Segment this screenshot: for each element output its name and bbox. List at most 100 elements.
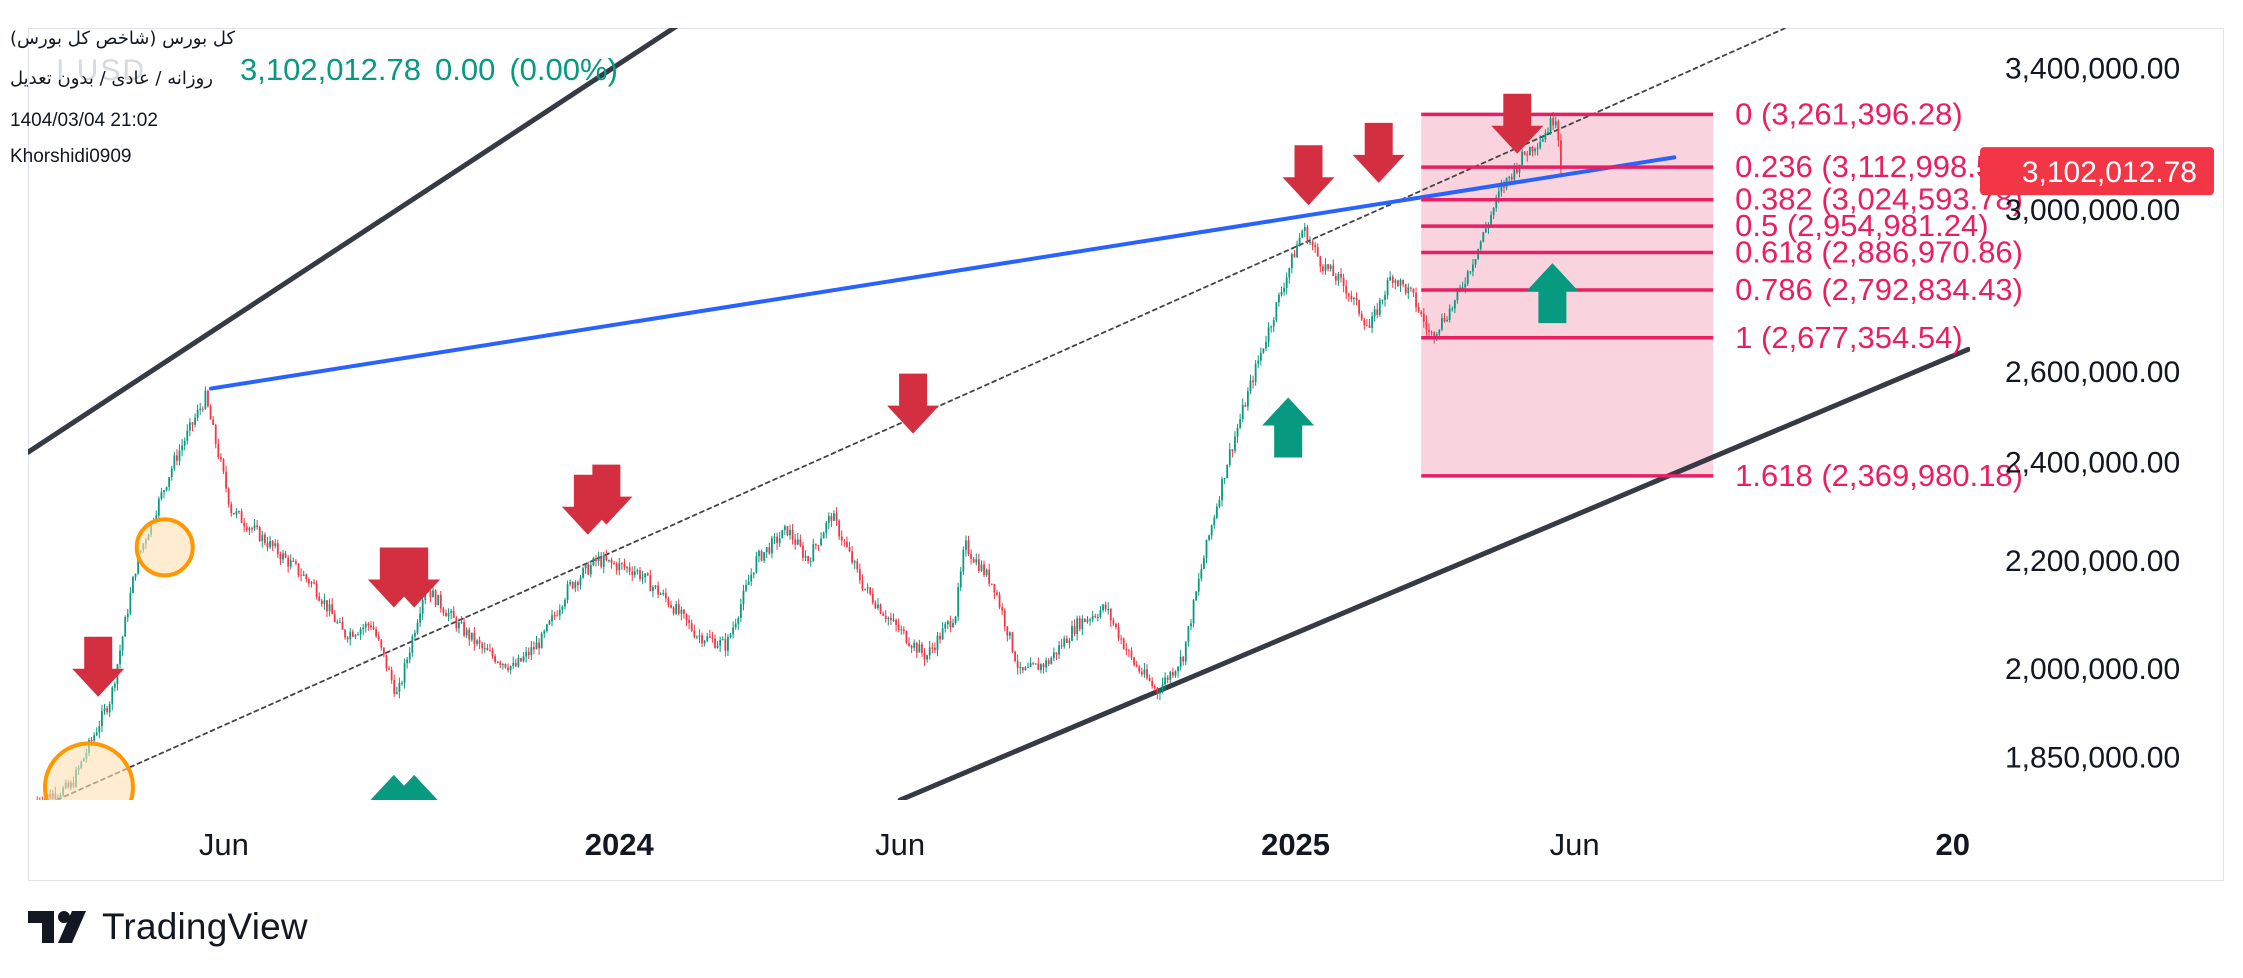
candle-body <box>701 635 703 644</box>
candle-body <box>274 543 277 547</box>
candle-body <box>1516 166 1518 173</box>
candle-body <box>501 663 504 665</box>
candle-body <box>406 659 409 664</box>
candle-body <box>667 598 670 605</box>
candle-body <box>1236 427 1239 437</box>
candle-body <box>282 553 284 560</box>
candle-body <box>1138 666 1141 672</box>
candle-body <box>545 624 548 632</box>
candle-body <box>540 633 543 649</box>
candle-body <box>1438 329 1441 335</box>
price-change: 0.00 <box>435 52 496 87</box>
candle-body <box>429 590 432 598</box>
candle-body <box>93 735 96 741</box>
candle-body <box>1293 254 1296 258</box>
candle-body <box>1407 287 1410 294</box>
candle-body <box>915 642 918 653</box>
candle-body <box>1177 666 1179 672</box>
candle-body <box>168 477 171 488</box>
candle-body <box>481 643 484 649</box>
candle-body <box>108 703 111 713</box>
candle-body <box>160 492 163 499</box>
candle-body <box>1324 264 1327 271</box>
candle-body <box>421 599 424 614</box>
highlight-circle <box>42 741 135 800</box>
candle-body <box>1497 191 1500 198</box>
candle-body <box>659 594 662 596</box>
candle-body <box>1078 618 1081 630</box>
candle-body <box>1342 277 1345 286</box>
candle-body <box>1241 404 1244 420</box>
candle-body <box>119 650 121 665</box>
candle-body <box>460 622 463 624</box>
candle-body <box>1174 671 1177 676</box>
candle-body <box>302 574 305 576</box>
candle-body <box>101 710 103 727</box>
candle-body <box>908 643 910 646</box>
candle-body <box>173 455 176 469</box>
candle-body <box>1332 265 1335 276</box>
candle-body <box>1161 684 1164 693</box>
candle-body <box>1169 672 1172 680</box>
price-chart[interactable]: 0 (3,261,396.28) 0.236 (3,112,998.54)0.38… <box>0 0 2243 890</box>
candle-body <box>1314 244 1317 248</box>
candle-body <box>452 610 455 618</box>
candle-body <box>1231 449 1234 451</box>
candle-body <box>220 457 222 460</box>
candle-body <box>204 390 207 409</box>
candle-body <box>1283 287 1286 292</box>
candle-body <box>235 511 238 515</box>
candle-body <box>486 648 489 651</box>
candle-body <box>318 596 321 601</box>
candle-body <box>507 667 509 671</box>
candle-body <box>1474 259 1477 265</box>
sell-signal-arrow <box>388 547 441 608</box>
last-price-badge <box>1980 147 2214 196</box>
candle-body <box>504 663 507 668</box>
candle-body <box>416 622 419 634</box>
candle-body <box>1355 297 1358 301</box>
candle-body <box>576 582 579 585</box>
candle-body <box>331 604 334 615</box>
candle-body <box>631 571 634 575</box>
candle-body <box>980 564 983 571</box>
candle-body <box>1112 620 1115 624</box>
fib-level-label: 0.5 (2,954,981.24) <box>1735 208 1988 243</box>
candle-body <box>1259 352 1262 361</box>
candle-body <box>618 563 621 571</box>
candle-body <box>765 547 768 553</box>
candle-body <box>222 459 225 472</box>
last-price-label: 3,102,012.78 <box>2022 156 2197 189</box>
candle-body <box>949 621 952 628</box>
candle-body <box>326 600 328 612</box>
candle-body <box>928 647 931 656</box>
candle-body <box>1373 309 1376 317</box>
symbol-title[interactable]: کل بورس (شاخص کل بورس) <box>10 28 236 49</box>
candle-body <box>983 564 985 575</box>
fib-level-label: 1 (2,677,354.54) <box>1735 320 1963 355</box>
candle-body <box>1166 677 1169 680</box>
candle-body <box>959 571 962 588</box>
author-name[interactable]: Khorshidi0909 <box>10 146 132 167</box>
candle-body <box>887 617 890 620</box>
candle-body <box>1311 241 1314 245</box>
candle-body <box>680 609 683 614</box>
candle-body <box>802 545 804 558</box>
candle-body <box>465 629 468 636</box>
candle-body <box>1265 341 1267 349</box>
candle-body <box>708 636 711 638</box>
candle-body <box>662 592 665 595</box>
candle-body <box>993 584 996 593</box>
candle-body <box>592 557 595 565</box>
candle-body <box>1102 604 1104 611</box>
candle-body <box>1262 348 1265 353</box>
candle-body <box>1531 146 1534 152</box>
candle-body <box>652 587 654 591</box>
symbol-watermark: I USD <box>56 54 147 87</box>
candle-body <box>1301 230 1304 238</box>
tradingview-logo[interactable]: TradingView <box>28 905 308 949</box>
interval-subtitle: روزانه / عادی / بدون تعدیل <box>10 68 213 89</box>
candle-body <box>835 513 838 521</box>
candle-body <box>395 691 398 694</box>
candle-body <box>884 615 887 620</box>
